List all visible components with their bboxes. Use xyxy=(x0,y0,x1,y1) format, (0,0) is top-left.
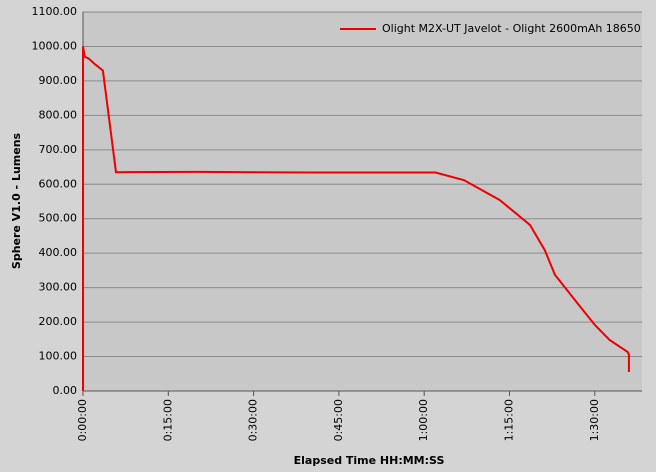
y-tick-label: 100.00 xyxy=(39,350,78,363)
x-tick-label: 0:45:00 xyxy=(332,399,345,441)
y-tick-label: 600.00 xyxy=(39,177,78,190)
x-tick-label: 1:15:00 xyxy=(503,399,516,441)
y-tick-label: 0.00 xyxy=(53,384,78,397)
plot-area xyxy=(83,12,642,391)
y-tick-label: 900.00 xyxy=(39,74,78,87)
y-tick-label: 500.00 xyxy=(39,212,78,225)
line-series xyxy=(82,46,630,391)
y-axis-title: Sphere V1.0 - Lumens xyxy=(10,132,23,269)
x-tick-label: 0:15:00 xyxy=(161,399,174,441)
y-tick-label: 200.00 xyxy=(39,315,78,328)
x-tick-label: 0:30:00 xyxy=(247,399,260,441)
y-tick-label: 800.00 xyxy=(39,108,78,121)
y-tick-label: 300.00 xyxy=(39,281,78,294)
x-axis-title: Elapsed Time HH:MM:SS xyxy=(294,454,445,467)
y-tick-label: 1100.00 xyxy=(32,5,78,18)
x-tick-label: 1:30:00 xyxy=(588,399,601,441)
x-tick-label: 0:00:00 xyxy=(76,399,89,441)
y-tick-label: 1000.00 xyxy=(32,39,78,52)
x-tick-label: 1:00:00 xyxy=(417,399,430,441)
y-tick-label: 700.00 xyxy=(39,143,78,156)
y-tick-label: 400.00 xyxy=(39,246,78,259)
legend-label: Olight M2X-UT Javelot - Olight 2600mAh 1… xyxy=(382,22,641,35)
